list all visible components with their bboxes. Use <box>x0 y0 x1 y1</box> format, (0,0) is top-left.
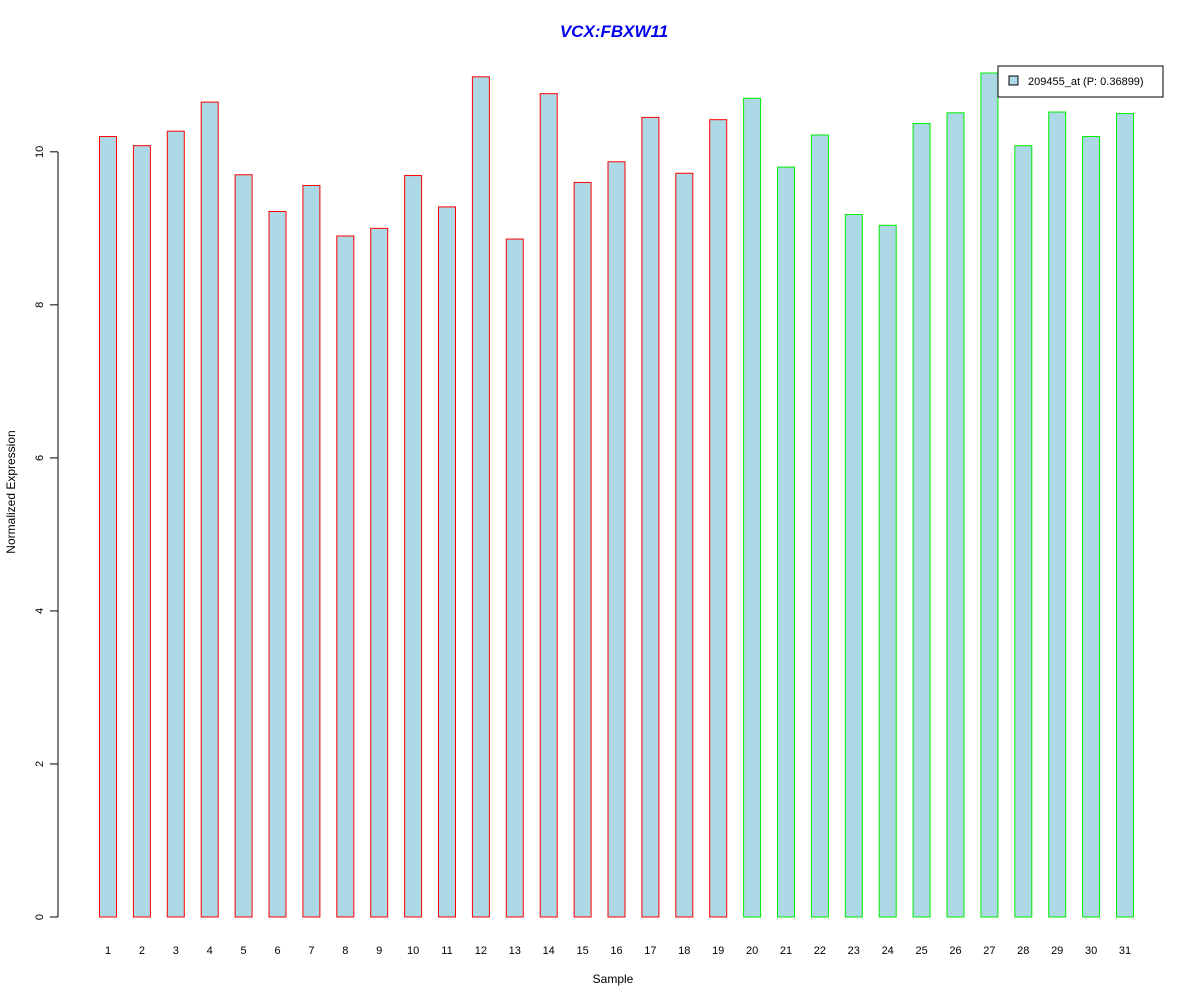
x-tick-label: 9 <box>376 945 382 957</box>
y-axis-title: Normalized Expression <box>4 430 18 553</box>
y-tick-label: 6 <box>34 455 46 461</box>
x-tick-label: 26 <box>949 945 961 957</box>
x-tick-label: 7 <box>308 945 314 957</box>
x-tick-label: 14 <box>543 945 555 957</box>
legend: 209455_at (P: 0.36899) <box>997 65 1164 98</box>
x-tick-label: 3 <box>173 945 179 957</box>
x-tick-label: 21 <box>780 945 792 957</box>
bar-sample-31 <box>1116 113 1134 918</box>
x-tick-label: 1 <box>105 945 111 957</box>
bar-sample-30 <box>1082 136 1101 918</box>
bar-sample-3 <box>166 130 185 918</box>
bar-sample-18 <box>675 172 694 918</box>
bar-sample-17 <box>641 116 660 918</box>
bar-sample-19 <box>709 119 728 918</box>
x-tick-label: 20 <box>746 945 758 957</box>
x-tick-labels: 1 2 3 4 5 6 7 8 9 10 11 12 13 14 15 16 17 18 19 20 21 22 23 24 2… <box>105 945 1131 957</box>
x-tick-label: 16 <box>610 945 622 957</box>
bar-sample-11 <box>438 206 456 918</box>
x-tick-label: 31 <box>1119 945 1131 957</box>
x-tick-label: 27 <box>983 945 995 957</box>
legend-label: 209455_at (P: 0.36899) <box>1028 76 1144 88</box>
bar-sample-7 <box>302 184 321 918</box>
legend-swatch <box>1008 75 1019 86</box>
bar-sample-24 <box>878 224 897 918</box>
x-tick-label: 28 <box>1017 945 1029 957</box>
bars-group <box>99 72 1134 918</box>
y-tick-label: 10 <box>34 146 46 158</box>
x-tick-label: 23 <box>848 945 860 957</box>
x-tick-label: 19 <box>712 945 724 957</box>
x-tick-label: 30 <box>1085 945 1097 957</box>
bar-sample-6 <box>268 211 287 918</box>
x-tick-label: 22 <box>814 945 826 957</box>
bar-sample-22 <box>810 134 829 918</box>
bar-sample-5 <box>234 174 253 918</box>
bar-sample-20 <box>743 97 762 918</box>
bar-sample-15 <box>573 181 592 918</box>
y-tick-label: 0 <box>34 914 46 920</box>
x-tick-label: 13 <box>509 945 521 957</box>
y-axis: 0 2 4 6 8 10 <box>34 146 59 920</box>
bar-sample-4 <box>200 101 219 918</box>
bar-sample-16 <box>607 161 626 918</box>
bar-sample-2 <box>132 145 151 918</box>
bar-sample-13 <box>505 238 524 918</box>
bar-sample-9 <box>370 227 389 918</box>
x-tick-label: 4 <box>207 945 213 957</box>
x-tick-label: 11 <box>441 945 452 957</box>
bar-sample-8 <box>336 235 355 918</box>
y-tick-label: 8 <box>34 302 46 308</box>
bar-sample-29 <box>1048 111 1067 918</box>
x-tick-label: 29 <box>1051 945 1063 957</box>
x-tick-label: 17 <box>644 945 656 957</box>
x-tick-label: 8 <box>342 945 348 957</box>
bar-sample-26 <box>946 112 965 918</box>
legend-box <box>997 65 1164 98</box>
x-tick-label: 10 <box>407 945 419 957</box>
x-tick-label: 24 <box>882 945 894 957</box>
x-tick-label: 2 <box>139 945 145 957</box>
bar-sample-12 <box>471 76 490 918</box>
bar-sample-21 <box>777 166 795 918</box>
bar-sample-25 <box>912 123 931 918</box>
bar-sample-27 <box>980 72 999 918</box>
chart-title: VCX:FBXW11 <box>560 22 668 41</box>
y-tick-label: 2 <box>34 761 46 767</box>
x-tick-label: 6 <box>274 945 280 957</box>
x-tick-label: 25 <box>915 945 927 957</box>
bar-sample-1 <box>99 136 117 918</box>
x-tick-label: 15 <box>576 945 588 957</box>
bar-sample-10 <box>404 175 423 918</box>
bar-sample-14 <box>539 93 558 918</box>
bar-sample-23 <box>844 214 863 918</box>
y-tick-label: 4 <box>34 608 46 614</box>
x-tick-label: 5 <box>241 945 247 957</box>
x-axis-title: Sample <box>593 972 634 986</box>
bar-sample-28 <box>1014 145 1033 918</box>
x-tick-label: 18 <box>678 945 690 957</box>
x-tick-label: 12 <box>475 945 487 957</box>
